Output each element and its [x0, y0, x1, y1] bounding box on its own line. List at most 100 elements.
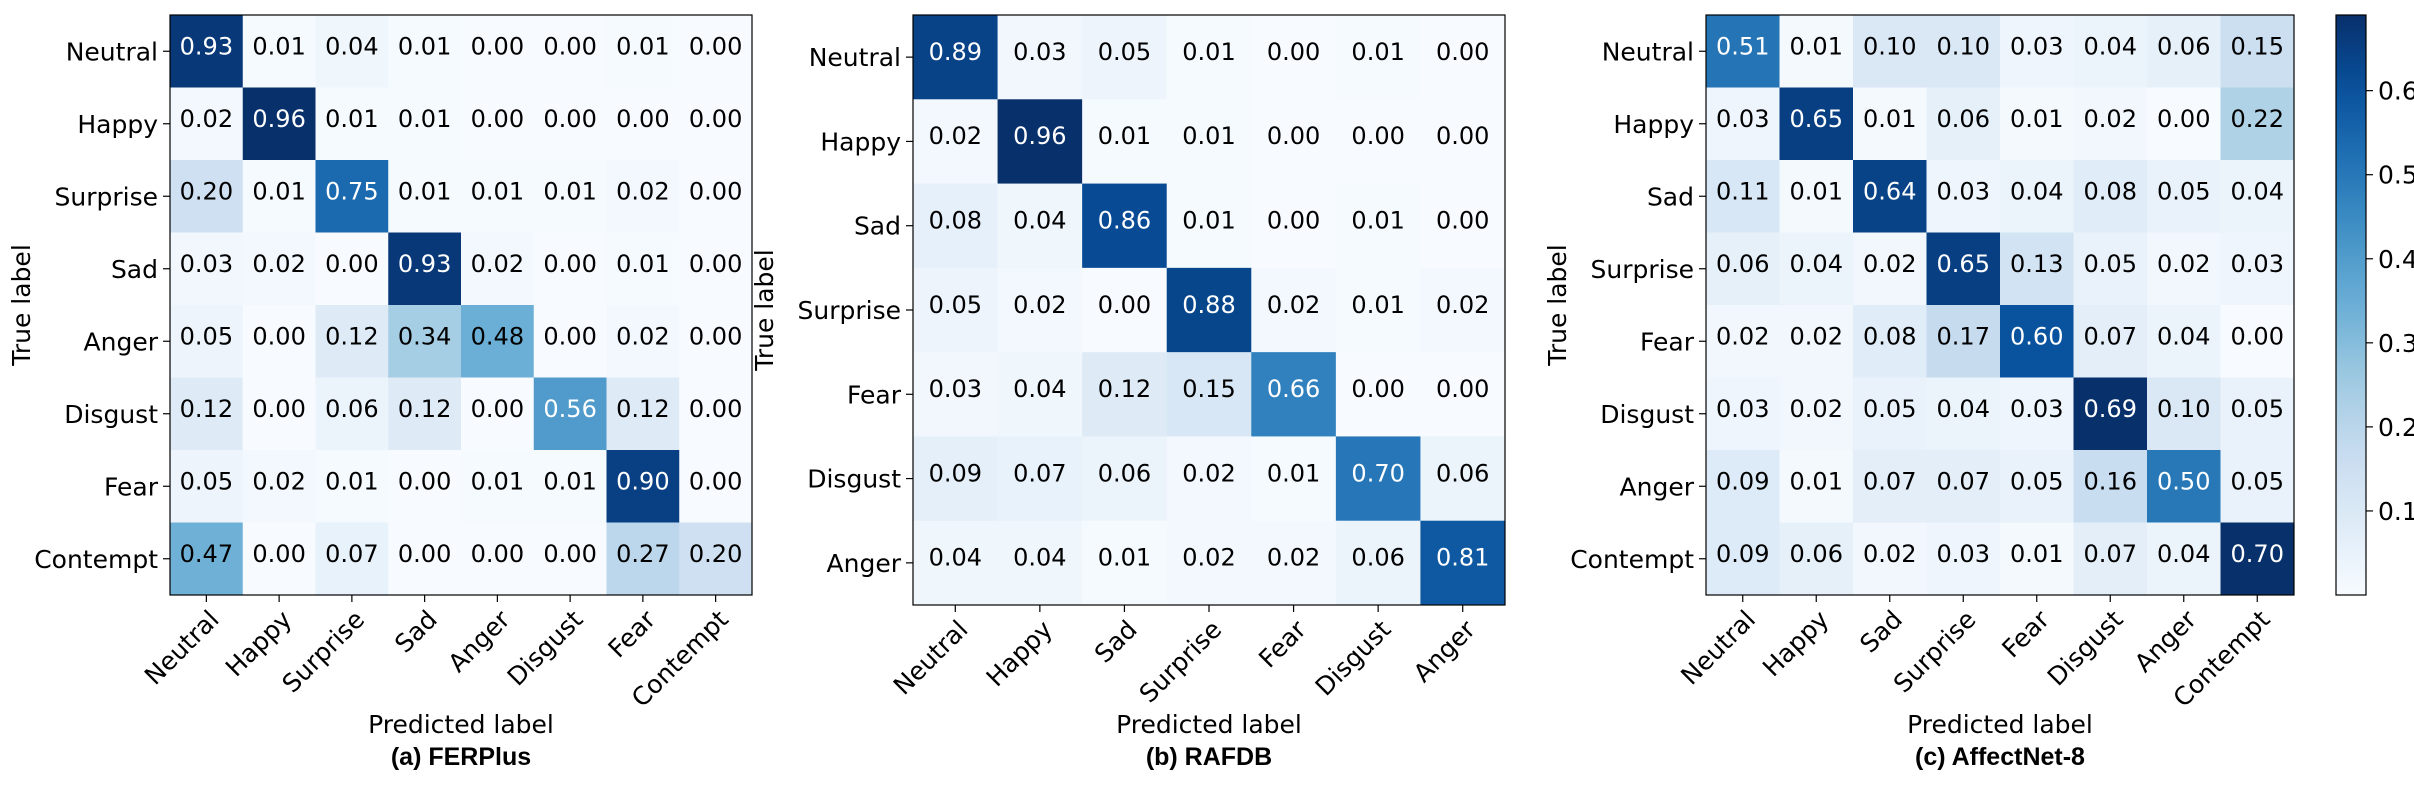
- cell-value: 0.20: [689, 540, 742, 568]
- heatmap-cell: [461, 15, 535, 88]
- heatmap-cell: [388, 232, 462, 306]
- cell-value: 0.06: [1937, 105, 1990, 133]
- cell-value: 0.00: [2231, 323, 2284, 351]
- colorbar-tick-label: 0.1: [2378, 497, 2414, 526]
- cell-value: 0.07: [1937, 468, 1990, 496]
- heatmap-cell: [1706, 522, 1780, 596]
- cell-value: 0.04: [1013, 207, 1066, 235]
- cell-value: 0.00: [471, 33, 524, 61]
- heatmap-cell: [997, 267, 1083, 353]
- cell-value: 0.06: [1098, 459, 1151, 487]
- cell-value: 0.06: [325, 395, 378, 423]
- cell-value: 0.12: [616, 395, 669, 423]
- heatmap-cell: [2073, 160, 2148, 233]
- cell-value: 0.01: [1267, 459, 1320, 487]
- heatmap-cell: [679, 160, 753, 233]
- cell-value: 0.16: [2084, 468, 2137, 496]
- cell-value: 0.00: [543, 33, 596, 61]
- y-tick-label: Sad: [111, 255, 158, 284]
- cell-value: 0.89: [929, 38, 982, 66]
- heatmap-cell: [1335, 99, 1421, 185]
- cell-value: 0.00: [616, 105, 669, 133]
- heatmap-cell: [1779, 305, 1854, 378]
- cell-value: 0.04: [2231, 178, 2284, 206]
- heatmap-cell: [679, 522, 753, 596]
- cell-value: 0.00: [325, 250, 378, 278]
- y-tick-label: Disgust: [1600, 400, 1694, 429]
- heatmap-cell: [1166, 520, 1252, 606]
- y-axis-title: True label: [1543, 244, 1572, 367]
- heatmap-cell: [170, 305, 244, 378]
- heatmap-cell: [1335, 352, 1421, 437]
- cell-value: 0.00: [2157, 105, 2210, 133]
- cell-value: 0.12: [1098, 375, 1151, 403]
- heatmap-cell: [2073, 450, 2148, 523]
- y-tick-label: Happy: [1613, 110, 1694, 139]
- cell-value: 0.15: [2231, 33, 2284, 61]
- cell-value: 0.02: [1182, 459, 1235, 487]
- cell-value: 0.02: [1790, 323, 1843, 351]
- heatmap-cell: [170, 522, 244, 596]
- cell-value: 0.70: [1351, 459, 1404, 487]
- heatmap-cell: [1926, 450, 2001, 523]
- cell-value: 0.01: [1182, 122, 1235, 150]
- x-tick-label: Fear: [1253, 614, 1312, 673]
- cell-value: 0.00: [1098, 291, 1151, 319]
- cell-value: 0.01: [616, 33, 669, 61]
- heatmap-cell: [242, 232, 316, 306]
- cell-value: 0.01: [1863, 105, 1916, 133]
- cell-value: 0.00: [543, 250, 596, 278]
- cell-value: 0.93: [180, 33, 233, 61]
- y-tick-label: Contempt: [1570, 545, 1694, 574]
- cell-value: 0.06: [2157, 33, 2210, 61]
- heatmap-cell: [533, 450, 607, 523]
- heatmap-cell: [679, 15, 753, 88]
- heatmap-cell: [2220, 377, 2295, 451]
- heatmap-cell: [2073, 522, 2148, 596]
- heatmap-cell: [1706, 87, 1780, 161]
- cell-value: 0.01: [543, 468, 596, 496]
- heatmap-cell: [1251, 183, 1337, 269]
- heatmap-cell: [2147, 377, 2221, 451]
- cell-value: 0.00: [689, 105, 742, 133]
- cell-value: 0.00: [689, 178, 742, 206]
- y-tick-label: Fear: [1640, 327, 1695, 356]
- y-tick-label: Contempt: [34, 545, 158, 574]
- x-tick-label: Happy: [981, 615, 1059, 693]
- heatmap-cell: [533, 305, 607, 378]
- heatmap-cell: [315, 87, 389, 161]
- y-tick-label: Disgust: [64, 400, 158, 429]
- cell-value: 0.66: [1267, 375, 1320, 403]
- cell-value: 0.96: [252, 105, 305, 133]
- colorbar-gradient: [2335, 14, 2367, 596]
- heatmap-cell: [1779, 450, 1854, 523]
- cell-value: 0.00: [398, 468, 451, 496]
- heatmap-cell: [2147, 232, 2221, 306]
- cell-value: 0.70: [2231, 540, 2284, 568]
- heatmap-cell: [1779, 160, 1854, 233]
- heatmap-cell: [913, 183, 999, 269]
- heatmap-cell: [1335, 15, 1421, 100]
- heatmap-cell: [913, 15, 999, 100]
- heatmap-cell: [1420, 183, 1506, 269]
- heatmap-cell: [1082, 436, 1168, 522]
- cell-value: 0.00: [398, 540, 451, 568]
- heatmap-cell: [997, 520, 1083, 606]
- cell-value: 0.65: [1790, 105, 1843, 133]
- x-tick-label: Neutral: [139, 605, 225, 691]
- cell-value: 0.04: [1790, 250, 1843, 278]
- cell-value: 0.00: [252, 323, 305, 351]
- heatmap-cell: [913, 352, 999, 437]
- heatmap-cell: [606, 15, 680, 88]
- cell-value: 0.27: [616, 540, 669, 568]
- cell-value: 0.01: [325, 468, 378, 496]
- y-tick-label: Anger: [827, 549, 902, 578]
- heatmap-cell: [1779, 15, 1854, 88]
- cell-value: 0.05: [2010, 468, 2063, 496]
- colorbar-tick-label: 0.3: [2378, 329, 2414, 358]
- cell-value: 0.08: [929, 207, 982, 235]
- cell-value: 0.00: [689, 323, 742, 351]
- cell-value: 0.03: [929, 375, 982, 403]
- cell-value: 0.01: [325, 105, 378, 133]
- heatmap-cell: [2147, 160, 2221, 233]
